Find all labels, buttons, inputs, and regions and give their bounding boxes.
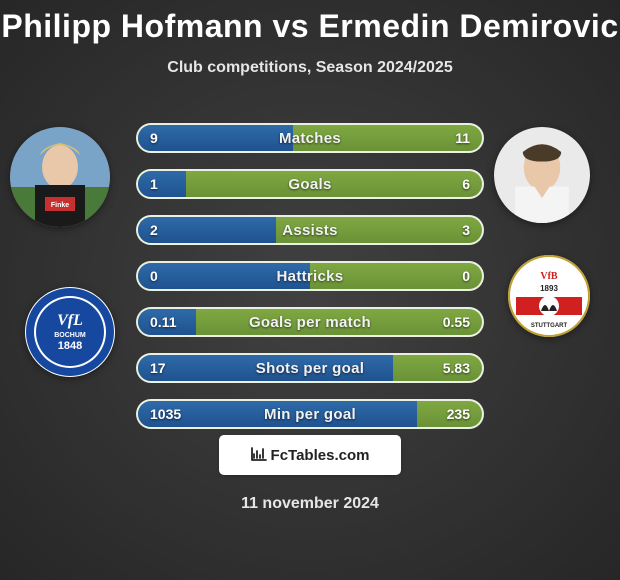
stat-value-right: 5.83 (443, 355, 470, 381)
stat-value-right: 6 (462, 171, 470, 197)
club-right-badge: VfB 1893 STUTTGART (508, 255, 590, 337)
svg-text:STUTTGART: STUTTGART (531, 323, 568, 329)
stat-value-right: 11 (455, 125, 470, 151)
stat-label: Goals (138, 171, 482, 197)
player-left-avatar: Finke (10, 127, 110, 227)
page-title: Philipp Hofmann vs Ermedin Demirovic (0, 0, 620, 45)
svg-text:Finke: Finke (51, 202, 69, 209)
stat-row: 17Shots per goal5.83 (136, 353, 484, 383)
subtitle: Club competitions, Season 2024/2025 (0, 59, 620, 77)
brand-text: FcTables.com (271, 447, 370, 464)
date-text: 11 november 2024 (0, 495, 620, 513)
player-right-avatar (494, 127, 590, 223)
stat-row: 1Goals6 (136, 169, 484, 199)
stat-row: 2Assists3 (136, 215, 484, 245)
svg-text:1893: 1893 (540, 284, 558, 293)
comparison-area: Finke VfL BOCHUM (0, 105, 620, 425)
stat-label: Assists (138, 217, 482, 243)
stat-label: Shots per goal (138, 355, 482, 381)
stat-row: 0Hattricks0 (136, 261, 484, 291)
stat-row: 0.11Goals per match0.55 (136, 307, 484, 337)
stat-label: Matches (138, 125, 482, 151)
stats-bars: 9Matches11 1Goals6 2Assists3 0Hattricks0 0.1… (136, 123, 484, 445)
club-left-badge: VfL BOCHUM 1848 (25, 287, 115, 377)
svg-text:1848: 1848 (58, 340, 82, 352)
stat-value-right: 0.55 (443, 309, 470, 335)
stat-label: Hattricks (138, 263, 482, 289)
svg-text:BOCHUM: BOCHUM (54, 332, 86, 339)
stat-row: 9Matches11 (136, 123, 484, 153)
svg-text:VfB: VfB (540, 271, 558, 282)
stat-row: 1035Min per goal235 (136, 399, 484, 429)
stat-value-right: 0 (462, 263, 470, 289)
stat-value-right: 235 (447, 401, 470, 427)
chart-icon (251, 447, 267, 464)
svg-text:VfL: VfL (57, 312, 83, 329)
stat-label: Goals per match (138, 309, 482, 335)
stat-value-right: 3 (462, 217, 470, 243)
stat-label: Min per goal (138, 401, 482, 427)
